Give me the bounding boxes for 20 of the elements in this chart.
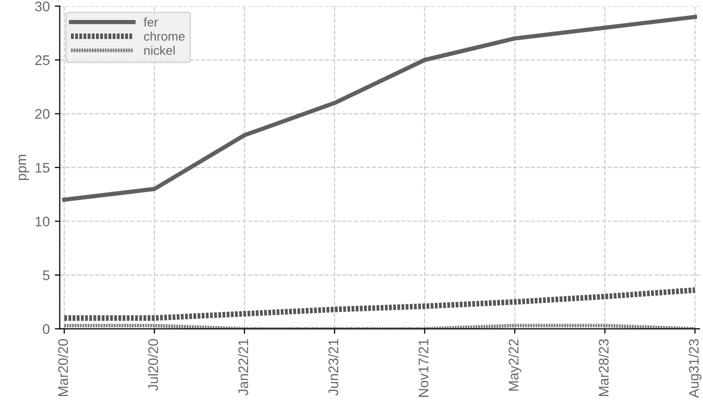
x-tick-label: Mar20/20 — [58, 339, 68, 396]
x-tick-label: May2/22 — [508, 339, 522, 391]
y-tick-label: 25 — [35, 55, 50, 66]
y-tick-label: 0 — [42, 324, 50, 334]
y-tick-label: 30 — [35, 2, 50, 12]
y-tick-label: 5 — [42, 270, 50, 280]
y-tick-label: 10 — [36, 216, 50, 226]
y-tick-label: 15 — [36, 162, 50, 173]
legend-label: chrome — [144, 32, 185, 41]
legend-label: fer — [144, 17, 158, 27]
x-tick-label: Nov17/21 — [418, 339, 428, 397]
y-axis-title: ppm — [18, 154, 30, 180]
x-tick-label: Jul20/20 — [148, 339, 158, 391]
x-tick-label: Jun23/21 — [328, 339, 338, 396]
x-tick-label: Mar28/23 — [598, 339, 609, 396]
legend-label: nickel — [144, 46, 175, 55]
y-tick-label: 20 — [35, 109, 50, 119]
line-series — [62, 14, 698, 202]
x-tick-label: Aug31/23 — [688, 339, 702, 398]
x-tick-label: Jan22/21 — [238, 339, 248, 396]
